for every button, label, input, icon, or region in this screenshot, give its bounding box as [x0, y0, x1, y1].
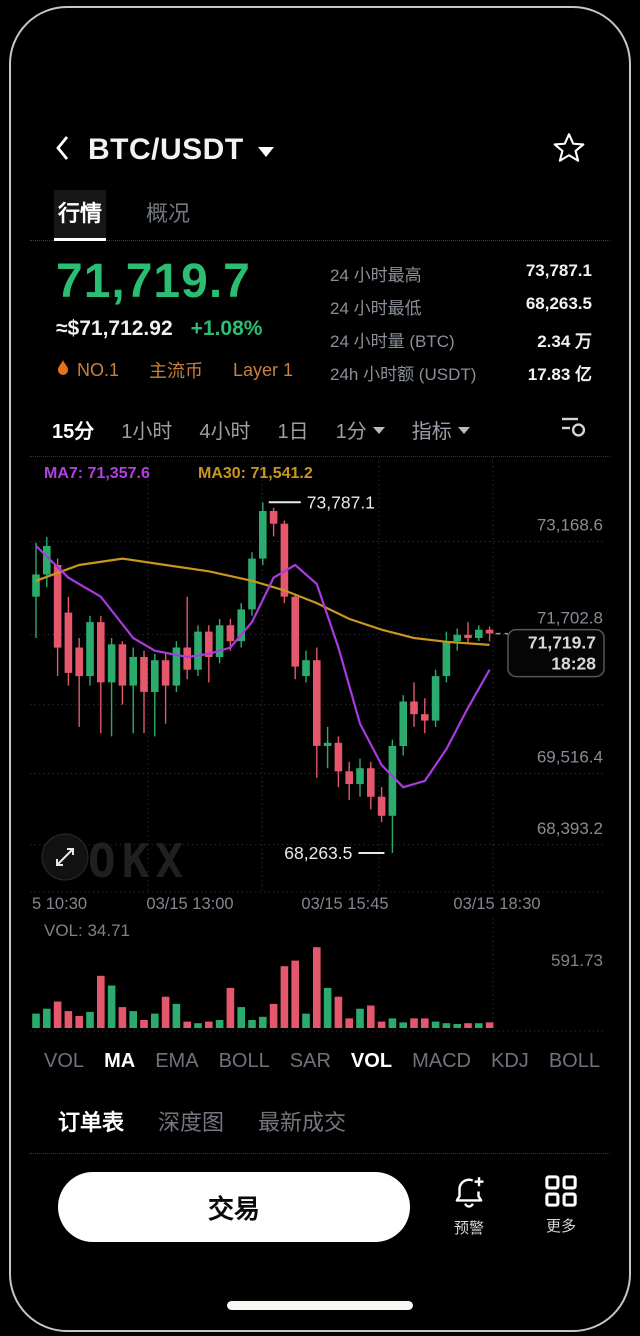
- app-screen: BTC/USDT 行情 概况 71,719.7 ≈$71,712.92 +1.08…: [30, 0, 610, 1336]
- stat-row: 24h 小时额 (USDT) 17.83 亿: [330, 360, 592, 385]
- indicator-menu-button[interactable]: 指标: [412, 415, 470, 444]
- fiat-price: ≈$71,712.92: [56, 317, 173, 341]
- stat-label: 24 小时最高: [330, 266, 422, 285]
- svg-text:18:28: 18:28: [551, 654, 596, 674]
- timeframe-15分[interactable]: 15分: [52, 421, 95, 443]
- stat-label: 24 小时最低: [330, 299, 422, 318]
- indicator-tab-kdj-7[interactable]: KDJ: [491, 1050, 529, 1072]
- svg-text:73,168.6: 73,168.6: [537, 516, 603, 535]
- pair-title: BTC/USDT: [88, 133, 244, 166]
- indicator-tab-ema-2[interactable]: EMA: [155, 1050, 199, 1072]
- stat-row: 24 小时量 (BTC) 2.34 万: [330, 327, 592, 352]
- tag-label: NO.1: [77, 359, 120, 380]
- timeframe-1分[interactable]: 1分: [336, 415, 385, 444]
- more-button[interactable]: 更多: [528, 1172, 594, 1237]
- tag-label: Layer 1: [233, 359, 294, 380]
- bottom-tabs: 订单表 深度图 最新成交: [30, 1105, 610, 1154]
- indicator-tabs: VOL MA EMA BOLL SAR VOL MACD KDJ BOLL: [30, 1042, 610, 1081]
- svg-text:MA7: 71,357.6: MA7: 71,357.6: [44, 465, 150, 482]
- svg-text:68,393.2: 68,393.2: [537, 819, 603, 838]
- tab-trades[interactable]: 最新成交: [258, 1110, 347, 1135]
- timeframe-4小时[interactable]: 4小时: [199, 421, 251, 443]
- svg-text:03/15 15:45: 03/15 15:45: [301, 895, 388, 913]
- chart-settings-button[interactable]: [558, 413, 590, 446]
- stat-value: 68,263.5: [525, 294, 592, 313]
- indicator-tab-ma-1[interactable]: MA: [104, 1050, 136, 1072]
- bell-plus-icon: [450, 1173, 488, 1214]
- tag-3[interactable]: Layer 1: [233, 360, 293, 381]
- svg-text:VOL: 34.71: VOL: 34.71: [44, 921, 130, 940]
- chevron-down-icon: [457, 427, 470, 434]
- indicator-tab-boll-8[interactable]: BOLL: [548, 1050, 600, 1072]
- indicator-tab-vol-5[interactable]: VOL: [350, 1050, 393, 1072]
- trade-button[interactable]: 交易: [58, 1172, 410, 1242]
- tag-label: 主流币: [149, 361, 204, 382]
- timeframe-1日[interactable]: 1日: [277, 421, 309, 443]
- svg-text:03/15 13:00: 03/15 13:00: [146, 895, 233, 913]
- price-column: 71,719.7 ≈$71,712.92 +1.08% NO.1 主流币 Layer…: [56, 255, 330, 393]
- alert-label: 预警: [453, 1220, 484, 1237]
- tab-overview[interactable]: 概况: [146, 201, 191, 226]
- svg-text:68,263.5: 68,263.5: [284, 843, 352, 863]
- favorite-star-button[interactable]: [552, 131, 586, 170]
- top-tabs: 行情 概况: [30, 190, 610, 241]
- header: BTC/USDT: [30, 128, 610, 172]
- tab-orderbook[interactable]: 订单表: [58, 1110, 125, 1135]
- svg-text:OKX: OKX: [88, 834, 189, 888]
- last-price: 71,719.7: [56, 255, 251, 308]
- svg-text:MA30: 71,541.2: MA30: 71,541.2: [198, 465, 313, 482]
- trade-row: 交易 预警 更多: [30, 1172, 610, 1242]
- stat-label: 24 小时量 (BTC): [330, 332, 455, 351]
- indicator-tab-sar-4[interactable]: SAR: [289, 1050, 331, 1072]
- chevron-down-icon: [372, 427, 385, 434]
- svg-text:73,787.1: 73,787.1: [307, 492, 375, 512]
- tag-1[interactable]: NO.1: [56, 358, 119, 382]
- home-indicator: [227, 1301, 413, 1310]
- change-percent: +1.08%: [190, 317, 263, 341]
- expand-chart-icon[interactable]: [41, 833, 89, 881]
- chevron-left-icon: [54, 133, 72, 168]
- indicator-tab-macd-6[interactable]: MACD: [412, 1050, 471, 1072]
- svg-text:71,719.7: 71,719.7: [528, 633, 596, 653]
- tag-2[interactable]: 主流币: [149, 357, 203, 383]
- alert-button[interactable]: 预警: [436, 1172, 502, 1239]
- stat-value: 17.83 亿: [527, 365, 592, 384]
- tab-depth[interactable]: 深度图: [158, 1110, 225, 1135]
- last-price-box: 71,719.718:28: [507, 628, 605, 678]
- timeframe-1小时[interactable]: 1小时: [121, 421, 173, 443]
- grid-icon: [543, 1173, 579, 1212]
- svg-text:5 10:30: 5 10:30: [32, 895, 87, 913]
- more-label: 更多: [545, 1218, 576, 1235]
- svg-text:591.73: 591.73: [551, 951, 603, 970]
- tag-row: NO.1 主流币 Layer 1: [56, 357, 330, 383]
- flame-icon: [56, 358, 70, 382]
- volume-chart[interactable]: VOL: 34.71 591.73: [30, 918, 610, 1038]
- indicator-tab-vol-0[interactable]: VOL: [44, 1050, 85, 1072]
- back-button[interactable]: [54, 133, 72, 168]
- stat-row: 24 小时最高 73,787.1: [330, 261, 592, 286]
- tab-market[interactable]: 行情: [54, 190, 107, 241]
- indicator-settings-icon: [558, 413, 590, 446]
- chart-toolbar: 15分 1小时 4小时 1日 1分 指标: [30, 413, 610, 456]
- svg-text:69,516.4: 69,516.4: [537, 748, 603, 767]
- stat-value: 73,787.1: [525, 261, 592, 280]
- svg-text:03/15 18:30: 03/15 18:30: [453, 895, 540, 913]
- pair-selector-caret-icon[interactable]: [257, 147, 274, 157]
- stats-panel: 24 小时最高 73,787.1 24 小时最低 68,263.5 24 小时量 (BT…: [330, 257, 592, 393]
- indicator-tab-boll-3[interactable]: BOLL: [218, 1050, 270, 1072]
- star-icon: [552, 131, 586, 170]
- svg-text:71,702.8: 71,702.8: [537, 609, 603, 628]
- stat-label: 24h 小时额 (USDT): [330, 365, 477, 384]
- price-section: 71,719.7 ≈$71,712.92 +1.08% NO.1 主流币 Layer…: [30, 255, 610, 393]
- stat-value: 2.34 万: [537, 332, 592, 351]
- price-chart[interactable]: OKX 73,168.6 71,702.8 69,516.4 68,393.2 MA7: …: [30, 456, 610, 918]
- stat-row: 24 小时最低 68,263.5: [330, 294, 592, 319]
